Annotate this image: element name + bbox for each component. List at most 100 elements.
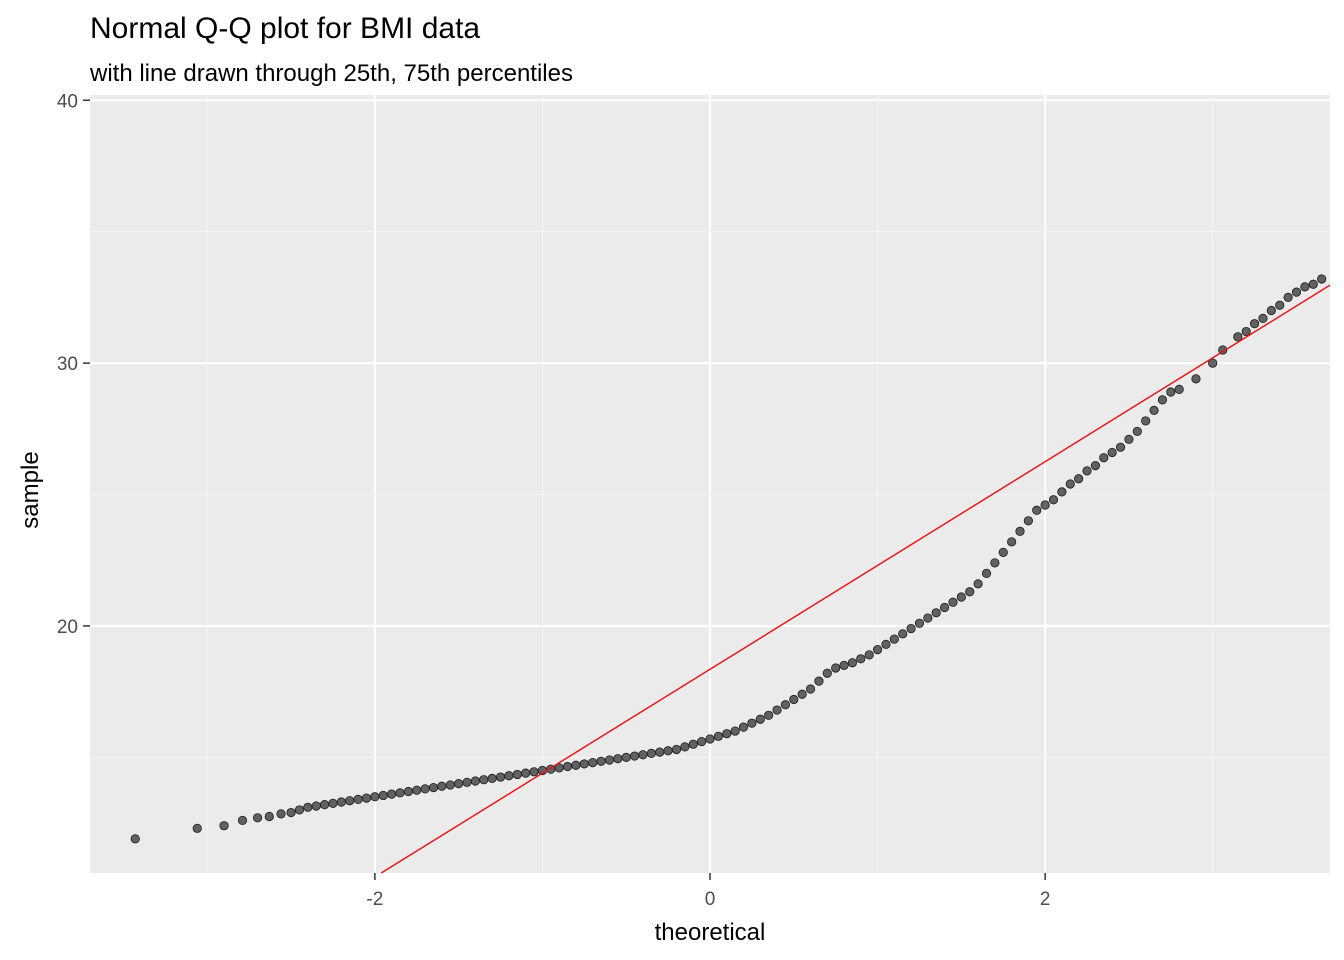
x-tick-label: 2	[1040, 889, 1051, 910]
data-point	[755, 714, 765, 724]
data-point	[881, 639, 891, 649]
data-point	[772, 705, 782, 715]
data-point	[906, 623, 916, 634]
data-point	[981, 568, 992, 578]
data-point	[579, 759, 589, 769]
data-point	[688, 739, 698, 749]
data-point	[1291, 287, 1302, 297]
data-point	[1141, 416, 1151, 426]
data-point	[487, 773, 497, 783]
data-point	[789, 694, 799, 705]
data-point	[814, 676, 824, 686]
data-point	[387, 789, 397, 799]
data-point	[1007, 537, 1017, 547]
data-point	[1174, 384, 1184, 394]
data-point	[311, 801, 321, 811]
data-point	[370, 792, 380, 802]
chart-subtitle: with line drawn through 25th, 75th perce…	[90, 60, 573, 87]
data-point	[898, 629, 908, 639]
data-point	[521, 768, 531, 778]
data-point	[1132, 426, 1142, 437]
data-point	[629, 751, 640, 761]
data-point	[914, 618, 925, 628]
data-point	[345, 796, 355, 806]
data-point	[252, 813, 263, 823]
data-point	[965, 587, 975, 597]
data-point	[1258, 313, 1268, 324]
data-point	[705, 734, 715, 744]
data-point	[428, 782, 439, 793]
data-point	[1099, 453, 1109, 463]
data-point	[303, 802, 313, 812]
y-axis-ticks: 20 30 40	[57, 91, 90, 638]
grid-major	[90, 95, 1330, 873]
data-point	[638, 750, 648, 760]
data-point	[412, 785, 422, 795]
data-point	[361, 793, 372, 803]
data-point	[130, 834, 140, 844]
data-point	[671, 744, 682, 755]
data-point	[1115, 442, 1126, 452]
data-point	[697, 736, 707, 747]
data-point	[1157, 395, 1168, 405]
data-points	[130, 274, 1327, 844]
data-point	[1300, 282, 1310, 292]
data-point	[764, 710, 774, 720]
data-point	[1032, 505, 1042, 515]
data-point	[738, 722, 749, 732]
data-point	[1149, 405, 1159, 416]
data-point	[328, 798, 338, 808]
data-point	[646, 748, 656, 759]
data-point	[939, 602, 950, 613]
y-tick-label: 20	[57, 617, 78, 638]
data-point	[1082, 466, 1092, 476]
data-point	[495, 772, 506, 782]
data-point	[1317, 274, 1327, 284]
data-point	[1283, 292, 1293, 302]
data-point	[1124, 434, 1134, 444]
data-point	[571, 760, 581, 770]
data-point	[1191, 374, 1201, 384]
data-point	[747, 718, 757, 728]
data-point	[856, 654, 866, 664]
data-point	[192, 823, 202, 833]
data-point	[276, 809, 286, 819]
y-axis-title: sample	[17, 451, 44, 528]
data-point	[998, 547, 1008, 557]
chart-title: Normal Q-Q plot for BMI data	[90, 12, 481, 45]
data-point	[395, 788, 405, 798]
data-point	[512, 769, 522, 780]
data-point	[1090, 460, 1101, 471]
data-point	[1233, 332, 1243, 342]
data-point	[562, 761, 573, 772]
data-point	[973, 579, 983, 589]
data-point	[378, 790, 388, 801]
data-point	[445, 780, 455, 790]
data-point	[680, 742, 690, 752]
data-point	[990, 558, 1000, 568]
x-tick-label: 0	[705, 889, 716, 910]
data-point	[847, 658, 858, 668]
x-tick-label: -2	[366, 889, 383, 910]
data-point	[797, 689, 807, 699]
y-tick-label: 30	[57, 354, 78, 375]
data-point	[437, 781, 447, 791]
data-point	[822, 668, 832, 678]
data-point	[655, 747, 665, 757]
data-point	[722, 729, 732, 739]
data-point	[1208, 358, 1218, 368]
x-axis-title: theoretical	[655, 919, 766, 946]
data-point	[956, 592, 966, 602]
data-point	[1057, 487, 1067, 497]
data-point	[1015, 526, 1025, 536]
reference-line	[380, 284, 1331, 874]
data-point	[864, 650, 874, 660]
data-point	[613, 754, 623, 764]
data-point	[923, 613, 933, 623]
data-point	[1241, 326, 1251, 337]
data-point	[588, 758, 598, 768]
data-point	[1308, 279, 1318, 289]
data-point	[353, 794, 363, 805]
y-tick-label: 40	[57, 91, 78, 112]
